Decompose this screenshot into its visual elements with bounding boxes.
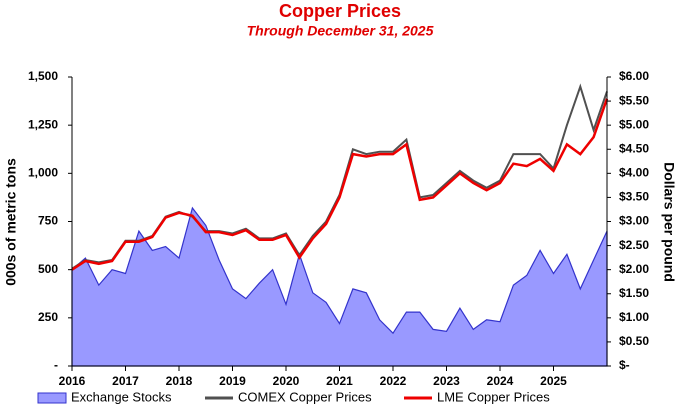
y-tick-label: 1,500 — [28, 69, 58, 83]
y-axis-title: 000s of metric tons — [3, 158, 19, 286]
chart-title: Copper Prices — [279, 1, 401, 21]
y2-tick-label: $6.00 — [619, 69, 649, 83]
legend-label: COMEX Copper Prices — [238, 389, 372, 404]
y-tick-label: 500 — [38, 262, 58, 276]
x-tick-label: 2020 — [273, 374, 300, 388]
y2-tick-label: $5.50 — [619, 93, 649, 107]
y2-tick-label: $4.00 — [619, 166, 649, 180]
line — [71, 83, 608, 270]
y2-tick-label: $1.00 — [619, 310, 649, 324]
x-tick-label: 2017 — [112, 374, 139, 388]
y-tick-label: 750 — [38, 214, 58, 228]
x-tick-label: 2025 — [540, 374, 567, 388]
x-tick-label: 2024 — [487, 374, 514, 388]
x-tick-label: 2016 — [59, 374, 86, 388]
area — [71, 206, 608, 367]
y-tick-label: 1,000 — [28, 166, 58, 180]
y2-tick-label: $3.50 — [619, 190, 649, 204]
y2-tick-label: $1.50 — [619, 286, 649, 300]
x-tick-label: 2018 — [166, 374, 193, 388]
y-tick-label: 1,250 — [28, 117, 58, 131]
x-tick-label: 2022 — [380, 374, 407, 388]
y2-tick-label: $3.00 — [619, 214, 649, 228]
y2-tick-label: $2.00 — [619, 262, 649, 276]
x-tick-label: 2023 — [433, 374, 460, 388]
y-tick-label: - — [54, 358, 58, 372]
y2-tick-label: $4.50 — [619, 141, 649, 155]
legend-label: LME Copper Prices — [437, 389, 550, 404]
y2-tick-label: $5.00 — [619, 117, 649, 131]
y2-tick-label: $- — [619, 358, 630, 372]
legend-swatch — [37, 392, 67, 404]
y2-tick-label: $0.50 — [619, 334, 649, 348]
y2-axis-title: Dollars per pound — [661, 162, 677, 282]
legend-label: Exchange Stocks — [71, 389, 172, 404]
y2-tick-label: $2.50 — [619, 238, 649, 252]
line — [71, 98, 609, 271]
chart-subtitle: Through December 31, 2025 — [247, 23, 434, 39]
x-tick-label: 2021 — [326, 374, 353, 388]
x-tick-label: 2019 — [219, 374, 246, 388]
y-tick-label: 250 — [38, 310, 58, 324]
